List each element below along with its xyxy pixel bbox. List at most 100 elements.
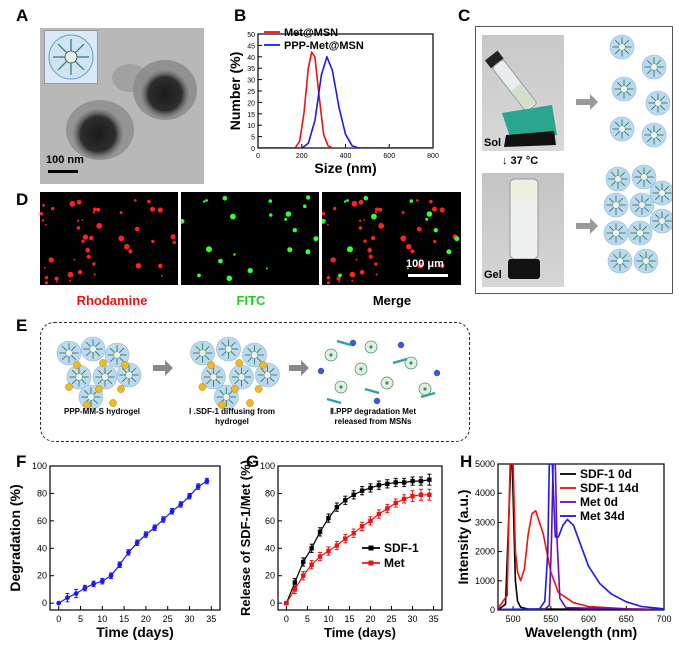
fluorescent-dot: [454, 236, 460, 242]
y-tick-label: 20: [37, 571, 47, 581]
hydrogel-particle: [116, 362, 142, 388]
fluorescent-dot: [69, 279, 72, 282]
data-point: [401, 480, 407, 485]
fluorescent-dot: [371, 235, 376, 241]
chart-h: 500 550 600 650 700 0 1000 2000 3000 4000 5000 Wave…: [458, 459, 672, 640]
fluorescent-dot: [368, 254, 373, 259]
hydrogel-particle: [641, 122, 667, 148]
data-point: [65, 595, 70, 601]
fluorescent-dot: [426, 211, 433, 217]
legend-label: SDF-1 0d: [580, 467, 632, 481]
hydrogel-particle: [66, 364, 92, 390]
data-point: [309, 562, 314, 567]
y-tick-label: 60: [37, 516, 47, 526]
data-point: [292, 580, 298, 585]
hydrogel-particle: [229, 364, 254, 390]
fluorescent-dot: [56, 281, 58, 283]
x-tick-label: 700: [656, 614, 671, 624]
data-point: [376, 483, 382, 488]
y-tick-label: 2000: [475, 547, 495, 557]
fluorescent-dot: [222, 195, 228, 201]
released-msn: [418, 382, 432, 396]
fluorescent-dot: [135, 263, 142, 269]
data-point: [301, 559, 306, 565]
fluorescent-dot: [374, 207, 379, 212]
fluorescent-dot: [233, 253, 236, 256]
data-point: [376, 511, 382, 517]
data-point: [343, 536, 348, 541]
hydrogel-particle: [605, 166, 631, 192]
data-point: [317, 529, 323, 535]
hydrogel-particle: [631, 164, 657, 190]
panel-label-d: D: [16, 190, 29, 209]
fluorescent-dot: [93, 273, 96, 276]
hydrogel-particle: [629, 192, 655, 218]
data-point: [334, 543, 340, 548]
fluorescent-dot: [326, 281, 331, 285]
hydrogel-particle: [80, 336, 106, 362]
data-point: [187, 493, 192, 499]
y-tick-label: 5: [251, 135, 255, 142]
arrow-right-icon: [153, 360, 173, 376]
fluorescent-dot: [118, 235, 125, 242]
data-point: [385, 506, 390, 511]
fluorescent-dot: [346, 199, 349, 202]
sdf-1-particle: [218, 401, 226, 409]
hydrogel-particle: [216, 336, 241, 362]
met-molecule: [373, 397, 381, 405]
sol-photo: Sol: [482, 35, 564, 151]
fluorescent-dot: [158, 263, 163, 269]
data-point: [292, 587, 298, 592]
polymer-fragment: [336, 339, 352, 347]
fluorescent-dot: [45, 223, 47, 226]
panel-label-c: C: [458, 6, 471, 25]
tem-image: 100 nm: [40, 28, 204, 184]
fluorescent-dot: [197, 273, 201, 278]
fluorescent-dot: [247, 267, 253, 274]
sdf-1-particle: [246, 399, 254, 407]
panel-label-f: F: [16, 452, 27, 471]
fluorescent-dot: [320, 218, 326, 224]
hydrogel-particle: [645, 90, 671, 116]
released-msn: [364, 340, 378, 354]
y-tick-label: 5000: [475, 459, 495, 469]
y-tick-label: 0: [490, 605, 495, 615]
fluorescent-dot: [326, 276, 331, 280]
fluorescent-dot: [343, 200, 347, 203]
data-point: [178, 502, 184, 507]
fluorescent-dot: [336, 276, 341, 281]
x-tick-label: 15: [119, 614, 129, 624]
sdf-1-particle: [259, 361, 267, 369]
fluorescent-dot: [375, 273, 378, 276]
x-tick-label: 5: [78, 614, 83, 624]
fluorescent-dot: [96, 207, 101, 212]
panel-label-h: H: [460, 452, 473, 471]
fluorescent-dot: [44, 281, 49, 285]
y-tick-label: 35: [247, 66, 255, 73]
data-point: [427, 477, 432, 482]
fluorescent-dot: [172, 240, 176, 245]
fluorescent-dot: [327, 223, 329, 226]
fluorescent-dot: [338, 281, 340, 283]
chart-b: 0 200 400 600 800 0 5 10 15 20 25 30 35 40 45 50 Size (n…: [230, 27, 439, 176]
fluorescent-dot: [82, 234, 89, 240]
fluorescent-dot: [355, 258, 358, 261]
x-tick-label: 10: [323, 614, 333, 624]
hydrogel-particle: [201, 364, 226, 390]
fitc-image: [179, 192, 319, 285]
legend-label: Met: [384, 556, 405, 570]
sdf-1-particle: [65, 383, 73, 391]
data-point: [309, 546, 314, 551]
sdf-1-particle: [198, 383, 207, 391]
data-point: [401, 496, 407, 502]
fluorescent-dot: [358, 199, 364, 205]
legend-label: Met 34d: [580, 509, 625, 523]
hydrogel-particle: [603, 192, 629, 218]
fluorescent-dot: [349, 271, 356, 278]
fluorescent-dot: [351, 200, 358, 207]
data-point: [204, 478, 210, 484]
fluorescent-dot: [440, 263, 445, 269]
hydrogel-particle: [92, 364, 118, 390]
hydrogel-particle: [609, 116, 635, 142]
legend-marker: [368, 560, 374, 566]
